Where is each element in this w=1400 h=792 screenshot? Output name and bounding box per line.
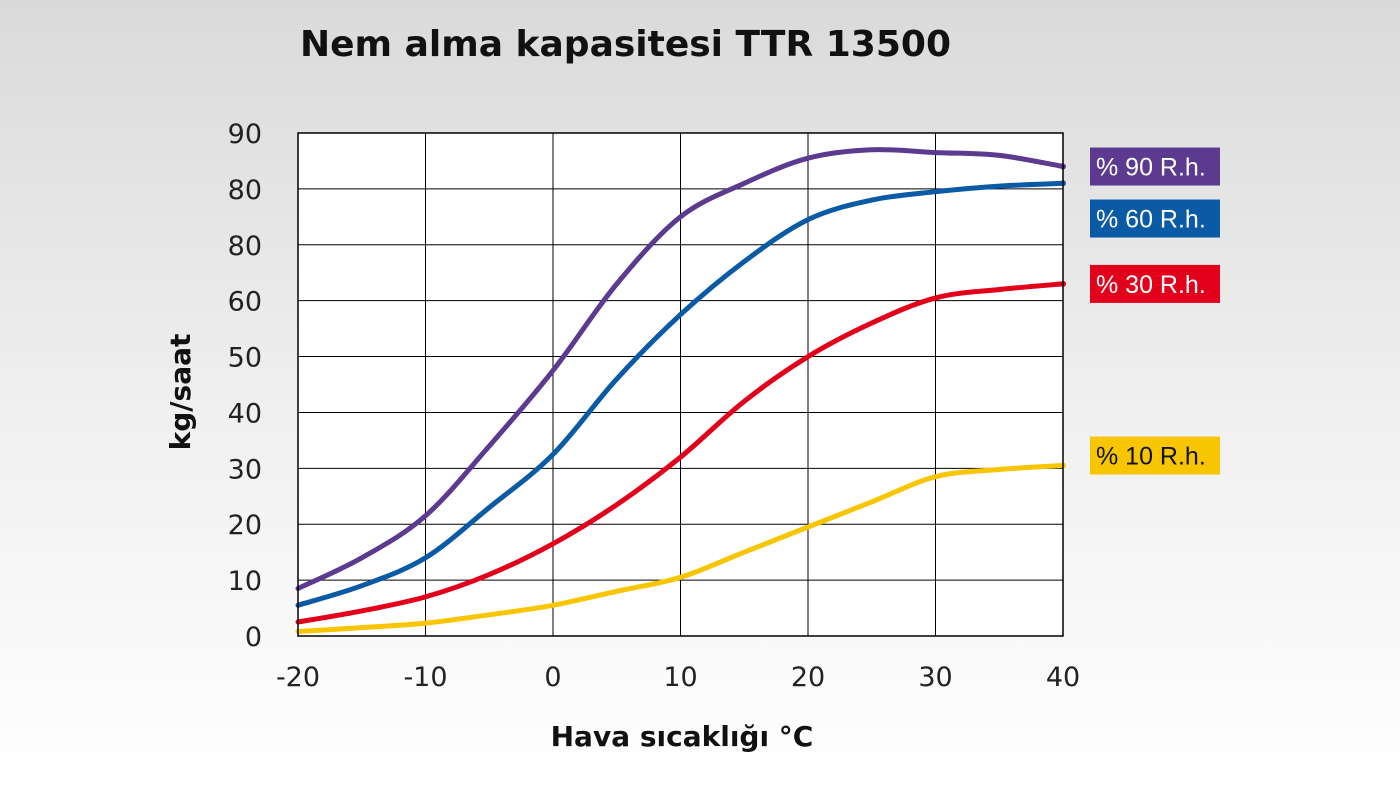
legend: % 90 R.h. % 60 R.h. % 30 R.h. % 10 R.h. bbox=[1090, 147, 1220, 475]
y-tick-label: 0 bbox=[245, 622, 262, 653]
chart-title: Nem alma kapasitesi TTR 13500 bbox=[300, 24, 951, 65]
y-tick-label: 60 bbox=[228, 287, 262, 318]
x-tick-label: 0 bbox=[544, 662, 561, 693]
legend-label: % 30 R.h. bbox=[1096, 271, 1206, 299]
series-lines bbox=[295, 147, 1066, 634]
y-tick-label: 80 bbox=[228, 175, 262, 206]
x-tick-label: 30 bbox=[918, 662, 952, 693]
plot-frame bbox=[297, 132, 1064, 637]
legend-item: % 90 R.h. bbox=[1090, 147, 1220, 186]
legend-label: % 90 R.h. bbox=[1096, 154, 1206, 182]
legend-label: % 10 R.h. bbox=[1096, 443, 1206, 471]
y-tick-label: 90 bbox=[228, 119, 262, 150]
x-tick-labels: -20 -10 0 10 20 30 40 bbox=[276, 662, 1080, 693]
x-tick-label: -20 bbox=[276, 662, 320, 693]
y-tick-labels: 0 10 20 30 40 50 60 80 80 90 bbox=[228, 119, 262, 653]
y-tick-label: 30 bbox=[228, 454, 262, 485]
x-axis-label: Hava sıcaklığı °C bbox=[551, 720, 814, 753]
legend-swatch bbox=[1090, 199, 1220, 238]
series-line bbox=[295, 147, 1066, 591]
y-tick-label: 10 bbox=[228, 566, 262, 597]
y-axis-label: kg/saat bbox=[164, 334, 197, 451]
y-tick-label: 20 bbox=[228, 510, 262, 541]
legend-item: % 60 R.h. bbox=[1090, 199, 1220, 238]
series-line bbox=[295, 281, 1066, 625]
x-tick-label: -10 bbox=[403, 662, 447, 693]
legend-swatch bbox=[1090, 436, 1220, 475]
legend-item: % 30 R.h. bbox=[1090, 264, 1220, 303]
y-tick-label: 40 bbox=[228, 398, 262, 429]
legend-swatch bbox=[1090, 264, 1220, 303]
x-tick-label: 10 bbox=[663, 662, 697, 693]
x-tick-label: 40 bbox=[1046, 662, 1080, 693]
y-tick-label: 50 bbox=[228, 343, 262, 374]
legend-label: % 60 R.h. bbox=[1096, 206, 1206, 234]
x-tick-label: 20 bbox=[791, 662, 825, 693]
series-line bbox=[295, 463, 1066, 634]
legend-item: % 10 R.h. bbox=[1090, 436, 1220, 475]
y-tick-label: 80 bbox=[228, 231, 262, 262]
series-line bbox=[295, 180, 1066, 608]
legend-swatch bbox=[1090, 147, 1220, 186]
